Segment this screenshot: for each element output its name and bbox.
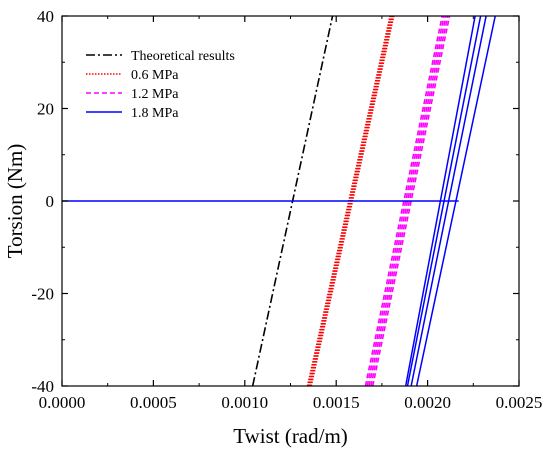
y-tick-label: 0 — [46, 192, 55, 211]
y-tick-label: -20 — [31, 285, 54, 304]
x-axis-label: Twist (rad/m) — [233, 424, 348, 448]
y-tick-label: 40 — [37, 7, 54, 26]
series-line — [404, 16, 476, 386]
legend: Theoretical results 0.6 MPa 1.2 MPa 1.8 MPa — [86, 49, 235, 121]
x-tick-label: 0.0020 — [404, 393, 451, 412]
series-line — [406, 16, 482, 386]
y-tick-label: -40 — [31, 377, 54, 396]
x-tick-label: 0.0015 — [313, 393, 360, 412]
series-layer — [62, 16, 496, 386]
x-tick-label: 0.0000 — [39, 393, 86, 412]
legend-label: 1.8 MPa — [131, 106, 179, 121]
y-axis-label: Torsion (Nm) — [3, 144, 27, 259]
x-tick-label: 0.0010 — [221, 393, 268, 412]
y-tick-label: 20 — [37, 100, 54, 119]
x-tick-label: 0.0005 — [130, 393, 177, 412]
legend-label: Theoretical results — [131, 49, 235, 64]
series-1-8-mpa — [62, 16, 496, 386]
y-axis-ticks: -40 -20 0 20 40 — [31, 7, 519, 396]
series-line — [410, 16, 487, 386]
legend-label: 0.6 MPa — [131, 68, 179, 83]
x-axis-ticks: 0.0000 0.0005 0.0010 0.0015 0.0020 0.0025 — [39, 16, 543, 412]
x-tick-label: 0.0025 — [496, 393, 543, 412]
legend-label: 1.2 MPa — [131, 87, 179, 102]
series-line — [415, 16, 496, 386]
